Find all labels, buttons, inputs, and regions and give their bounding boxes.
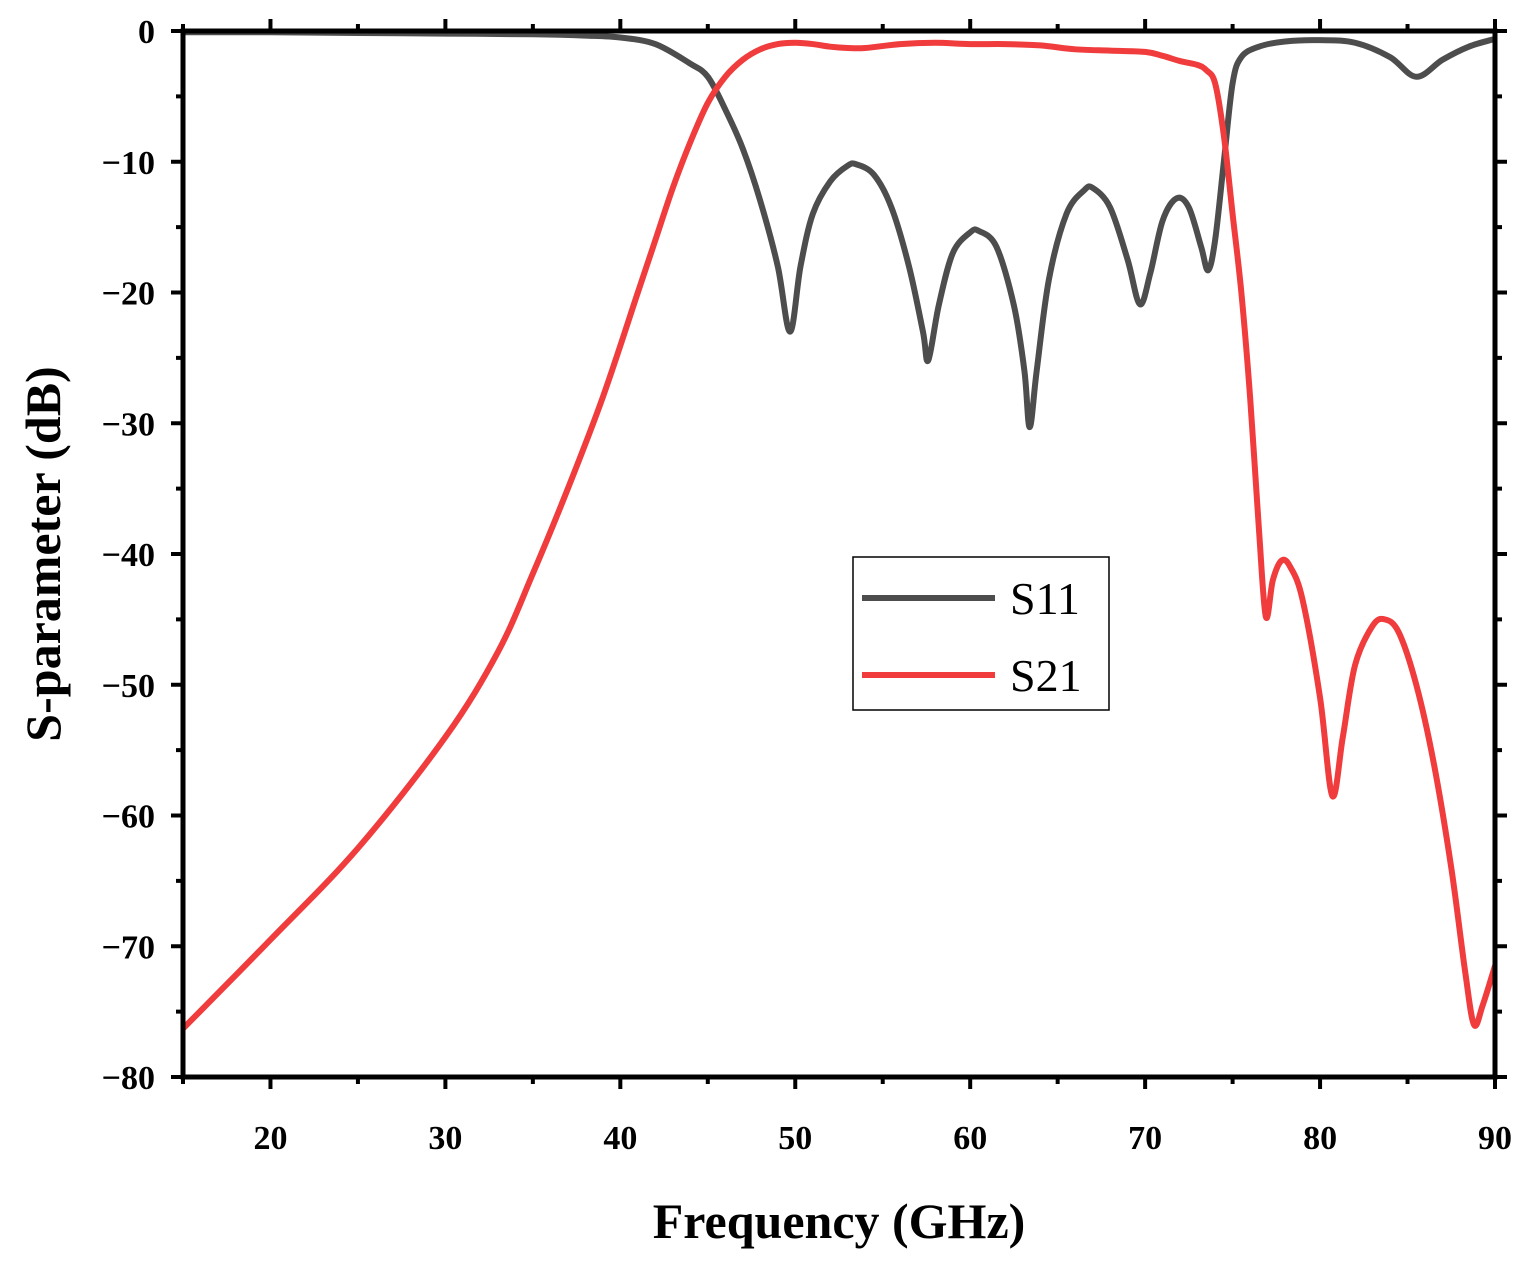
x-tick-label: 30 — [428, 1120, 462, 1157]
x-axis-title: Frequency (GHz) — [653, 1193, 1026, 1249]
y-tick-label: 0 — [138, 14, 155, 51]
legend-label-s21: S21 — [1010, 650, 1082, 701]
x-tick-label: 90 — [1478, 1120, 1512, 1157]
legend-label-s11: S11 — [1010, 573, 1080, 624]
y-tick-label: −30 — [102, 406, 155, 443]
x-tick-label: 60 — [953, 1120, 987, 1157]
y-tick-label: −80 — [102, 1060, 155, 1097]
ticks-layer — [171, 19, 1507, 1089]
curves-layer — [183, 29, 1497, 1032]
y-tick-label: −40 — [102, 537, 155, 574]
x-tick-label: 40 — [603, 1120, 637, 1157]
x-tick-label: 80 — [1303, 1120, 1337, 1157]
x-tick-label: 70 — [1128, 1120, 1162, 1157]
legend: S11 S21 — [852, 556, 1110, 711]
legend-box — [852, 556, 1110, 711]
plot-frame — [180, 28, 1498, 1080]
y-tick-label: −60 — [102, 799, 155, 836]
y-tick-label: −70 — [102, 929, 155, 966]
series-line-s11 — [183, 29, 1497, 431]
x-tick-label: 50 — [778, 1120, 812, 1157]
y-tick-label: −50 — [102, 668, 155, 705]
y-tick-label: −20 — [102, 276, 155, 313]
x-tick-label: 20 — [253, 1120, 287, 1157]
tick-labels-layer: 20 30 40 50 60 70 80 90 0 −10 −20 −30 −40 −50 −60 −70 −8… — [102, 14, 1512, 1157]
y-axis-title: S-parameter (dB) — [15, 366, 71, 741]
y-tick-label: −10 — [102, 145, 155, 182]
series-line-s21 — [183, 39, 1497, 1032]
